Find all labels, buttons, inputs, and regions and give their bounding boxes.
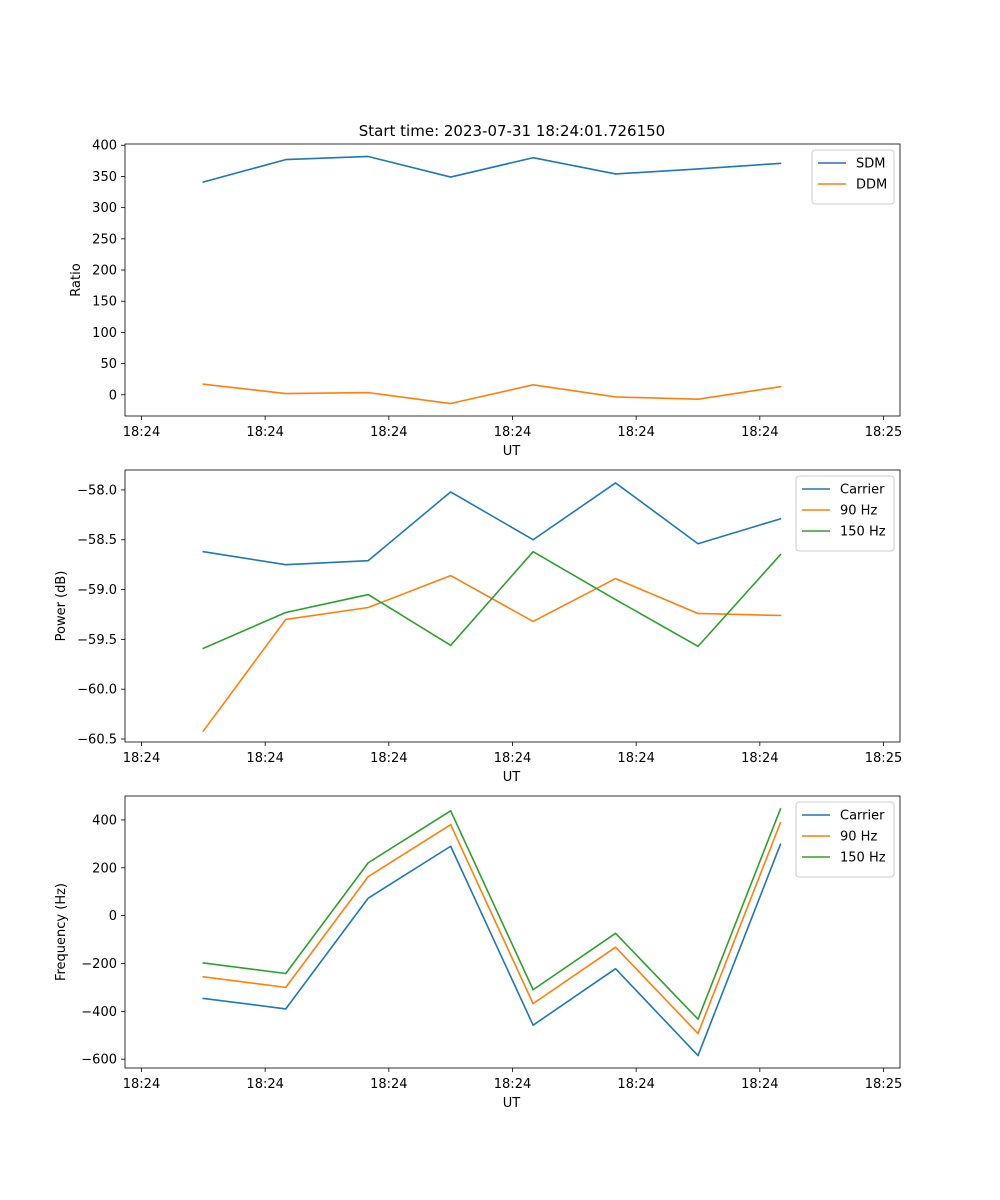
power-series-carrier-line xyxy=(202,482,782,566)
frequency-y-axis-label: Frequency (Hz) xyxy=(54,883,69,981)
ratio-x-tick-label: 18:24 xyxy=(370,425,407,440)
power-y-tick-label: −60.5 xyxy=(77,733,117,748)
ratio-legend-label: SDM xyxy=(856,157,885,172)
ratio-x-tick-label: 18:25 xyxy=(865,425,902,440)
frequency-y-tick-label: 200 xyxy=(92,861,117,876)
ratio-y-tick-label: 50 xyxy=(100,357,117,372)
frequency-x-tick-label: 18:24 xyxy=(123,1077,160,1092)
ratio-y-axis-label: Ratio xyxy=(69,263,84,296)
frequency-x-tick-label: 18:24 xyxy=(370,1077,407,1092)
frequency-x-tick-label: 18:24 xyxy=(741,1077,778,1092)
ratio-legend-label: DDM xyxy=(856,178,887,193)
ratio-series-ddm-line xyxy=(202,383,782,405)
power-y-tick-label: −58.5 xyxy=(77,533,117,548)
power-legend-box xyxy=(795,475,895,552)
frequency-series-carrier-line xyxy=(202,843,782,1057)
power-legend-label: 150 Hz xyxy=(840,525,886,540)
frequency-y-tick-label: −600 xyxy=(81,1053,117,1068)
ratio-panel: 18:24 18:24 18:24 18:24 18:24 18:24 18:25 0 50 10… xyxy=(69,139,902,459)
ratio-x-tick-label: 18:24 xyxy=(741,425,778,440)
frequency-legend-label: 90 Hz xyxy=(840,830,877,845)
power-x-tick-label: 18:24 xyxy=(741,751,778,766)
power-series-150-hz-line xyxy=(202,550,782,650)
power-x-tick-label: 18:24 xyxy=(246,751,283,766)
power-x-tick-label: 18:24 xyxy=(617,751,654,766)
power-panel: 18:24 18:24 18:24 18:24 18:24 18:24 18:25 −60.5… xyxy=(54,469,902,785)
ratio-y-tick-label: 150 xyxy=(92,295,117,310)
frequency-x-tick-label: 18:25 xyxy=(865,1077,902,1092)
power-legend-label: Carrier xyxy=(840,483,885,498)
frequency-y-tick-label: −200 xyxy=(81,957,117,972)
frequency-x-tick-label: 18:24 xyxy=(246,1077,283,1092)
power-x-tick-label: 18:24 xyxy=(123,751,160,766)
ratio-y-tick-label: 350 xyxy=(92,170,117,185)
frequency-panel: 18:24 18:24 18:24 18:24 18:24 18:24 18:25 −600 −… xyxy=(54,795,902,1111)
power-y-tick-label: −58.0 xyxy=(77,483,117,498)
frequency-series-150-hz-line xyxy=(202,807,782,1021)
frequency-x-tick-label: 18:24 xyxy=(494,1077,531,1092)
ratio-x-tick-label: 18:24 xyxy=(494,425,531,440)
power-y-tick-label: −60.0 xyxy=(77,683,117,698)
ratio-x-tick-label: 18:24 xyxy=(246,425,283,440)
ratio-y-tick-label: 400 xyxy=(92,139,117,154)
power-x-tick-label: 18:24 xyxy=(494,751,531,766)
frequency-y-tick-label: 400 xyxy=(92,813,117,828)
power-x-tick-label: 18:24 xyxy=(370,751,407,766)
frequency-series-90-hz-line xyxy=(202,821,782,1035)
ratio-y-tick-label: 250 xyxy=(92,232,117,247)
figure-title: Start time: 2023-07-31 18:24:01.726150 xyxy=(359,122,665,140)
power-legend-label: 90 Hz xyxy=(840,504,877,519)
ratio-x-tick-label: 18:24 xyxy=(123,425,160,440)
frequency-x-tick-label: 18:24 xyxy=(617,1077,654,1092)
frequency-x-axis-label: UT xyxy=(503,1096,521,1111)
power-y-tick-label: −59.0 xyxy=(77,583,117,598)
frequency-y-tick-label: −400 xyxy=(81,1005,117,1020)
frequency-legend-box xyxy=(795,801,895,878)
power-y-tick-label: −59.5 xyxy=(77,633,117,648)
power-x-axis-label: UT xyxy=(503,770,521,785)
ratio-x-axis-label: UT xyxy=(503,444,521,459)
power-y-axis-label: Power (dB) xyxy=(54,571,69,642)
ratio-y-tick-label: 100 xyxy=(92,326,117,341)
frequency-legend-label: 150 Hz xyxy=(840,851,886,866)
ratio-y-tick-label: 200 xyxy=(92,264,117,279)
power-x-tick-label: 18:25 xyxy=(865,751,902,766)
ratio-series-sdm-line xyxy=(202,155,782,184)
ratio-y-tick-label: 300 xyxy=(92,201,117,216)
ratio-y-tick-label: 0 xyxy=(109,388,117,403)
ratio-x-tick-label: 18:24 xyxy=(617,425,654,440)
frequency-legend-label: Carrier xyxy=(840,809,885,824)
frequency-y-tick-label: 0 xyxy=(109,909,117,924)
